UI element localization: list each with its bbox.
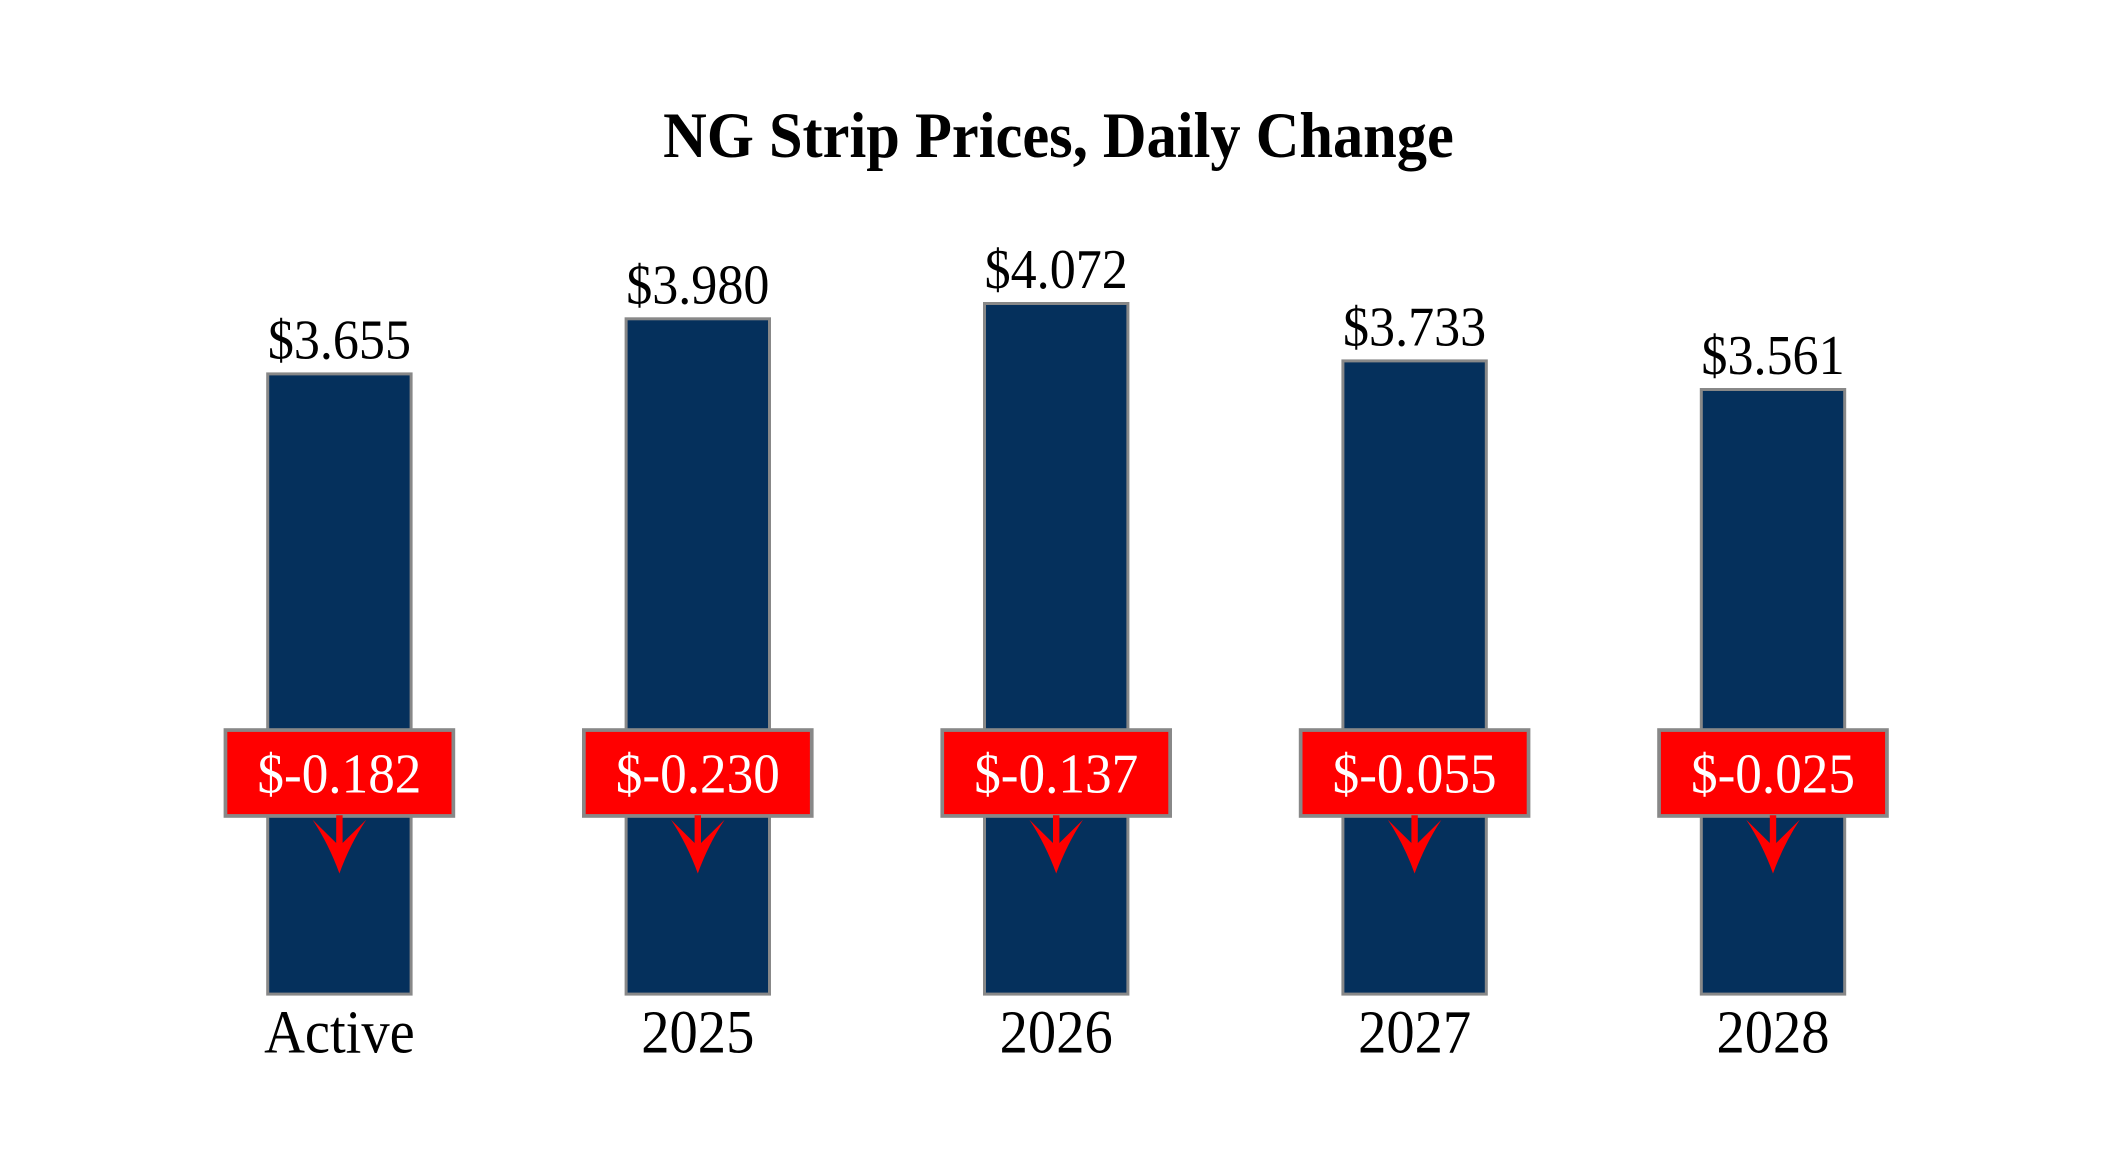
- svg-text:$-0.055: $-0.055: [1333, 742, 1497, 805]
- svg-text:2028: 2028: [1716, 999, 1829, 1066]
- svg-text:$3.980: $3.980: [626, 254, 769, 316]
- svg-text:$-0.230: $-0.230: [616, 742, 780, 805]
- svg-text:2025: 2025: [641, 999, 754, 1066]
- svg-text:2027: 2027: [1358, 999, 1471, 1066]
- svg-text:$-0.025: $-0.025: [1691, 742, 1855, 805]
- svg-text:$3.655: $3.655: [268, 309, 411, 371]
- svg-text:$3.733: $3.733: [1343, 296, 1486, 358]
- svg-text:$-0.137: $-0.137: [974, 742, 1138, 805]
- svg-text:$-0.182: $-0.182: [257, 742, 421, 805]
- svg-text:2026: 2026: [1000, 999, 1113, 1066]
- svg-text:$3.561: $3.561: [1701, 324, 1844, 386]
- svg-text:Active: Active: [264, 999, 415, 1066]
- svg-text:NG Strip Prices, Daily Change: NG Strip Prices, Daily Change: [663, 99, 1454, 171]
- svg-text:$4.072: $4.072: [985, 238, 1128, 300]
